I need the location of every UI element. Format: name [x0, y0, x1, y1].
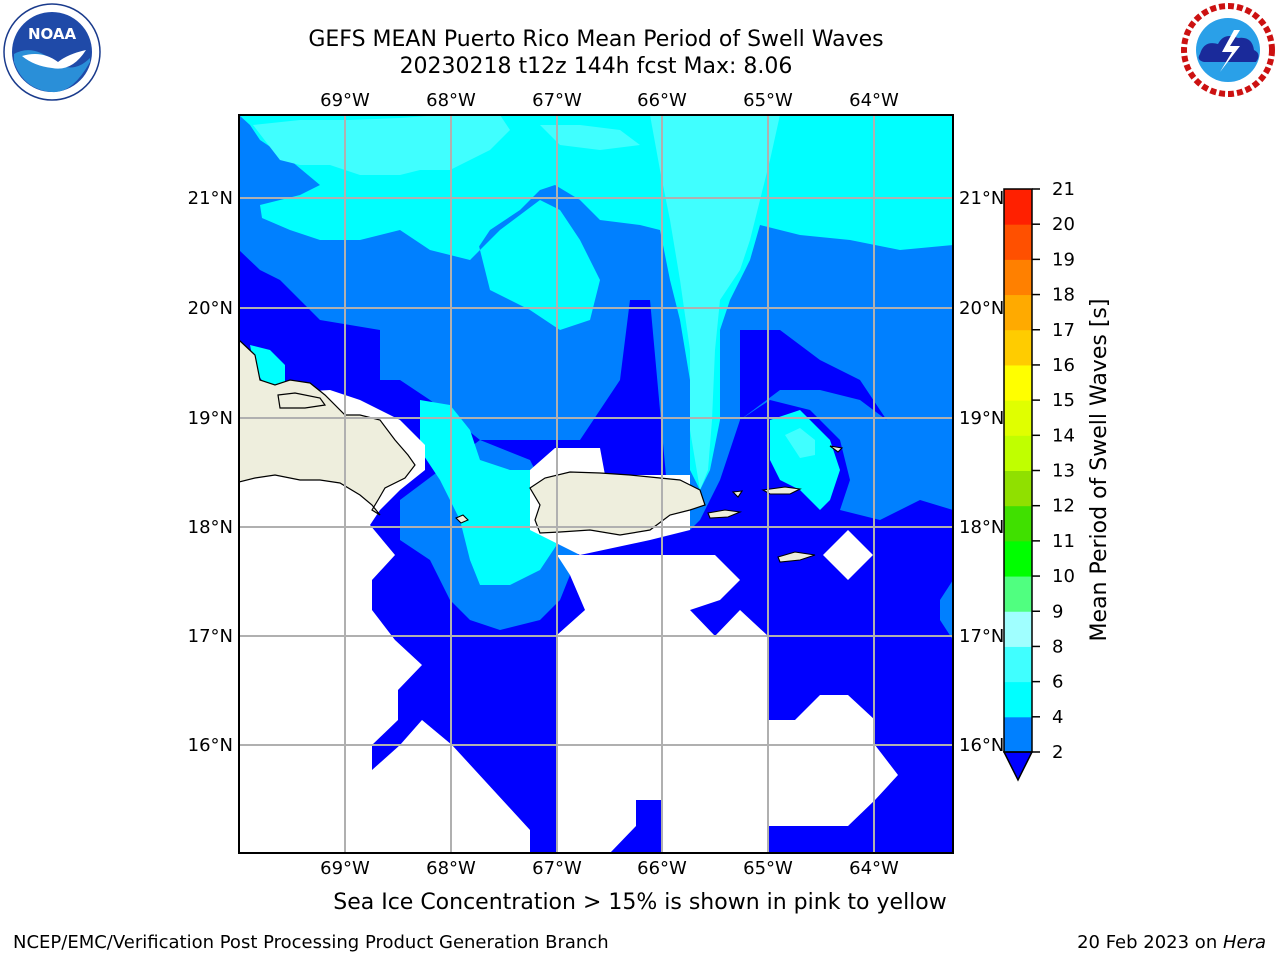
colorbar-tick-label: 9 — [1052, 601, 1063, 622]
contour-4-6-band — [239, 115, 953, 490]
colorbar-segment — [1004, 470, 1032, 507]
colorbar-extend-arrow — [1002, 751, 1034, 782]
lat-label-left: 18°N — [188, 517, 233, 538]
colorbar-segment — [1004, 576, 1032, 612]
hispaniola-north-peninsula — [277, 392, 327, 409]
chart-title: GEFS MEAN Puerto Rico Mean Period of Swe… — [308, 27, 884, 52]
vieques-island — [707, 509, 743, 519]
st-croix-island — [777, 551, 816, 563]
contour-4-6-mona — [420, 400, 560, 585]
colorbar-segment — [1004, 189, 1032, 225]
colorbar-tick-label: 16 — [1052, 355, 1075, 376]
colorbar-segment — [1004, 364, 1032, 401]
footer-date-text: 20 Feb 2023 on — [1077, 932, 1223, 953]
swell-period-contours — [239, 115, 953, 853]
lon-label-top: 64°W — [849, 90, 899, 111]
lat-label-right: 16°N — [959, 735, 1004, 756]
colorbar-segment — [1004, 505, 1032, 542]
lon-label-bottom: 67°W — [532, 858, 582, 879]
colorbar-segment — [1004, 259, 1032, 296]
footer-credit: NCEP/EMC/Verification Post Processing Pr… — [13, 932, 609, 953]
nodata-mona-right — [690, 555, 740, 610]
colorbar-tick-label: 20 — [1052, 214, 1075, 235]
colorbar-segment — [1004, 224, 1032, 260]
colorbar-tick-label: 21 — [1052, 179, 1075, 200]
map-grid — [239, 115, 953, 853]
lat-label-left: 19°N — [188, 408, 233, 429]
colorbar-segment — [1004, 716, 1032, 753]
lon-label-bottom: 66°W — [637, 858, 687, 879]
colorbar-segment — [1004, 540, 1032, 577]
lon-labels-top: 69°W 68°W 67°W 66°W 65°W 64°W — [320, 90, 899, 111]
colorbar-label: Mean Period of Swell Waves [s] — [1087, 299, 1112, 642]
footer-host: Hera — [1222, 932, 1266, 953]
colorbar-tick-label: 18 — [1052, 285, 1075, 306]
colorbar-segment — [1004, 329, 1032, 366]
lat-labels-left: 21°N 20°N 19°N 18°N 17°N 16°N — [188, 188, 233, 756]
lon-label-top: 65°W — [743, 90, 793, 111]
lon-label-top: 66°W — [637, 90, 687, 111]
hispaniola-land — [239, 339, 416, 516]
contour-6-8-plume — [650, 115, 780, 490]
colorbar-segment — [1004, 646, 1032, 683]
lat-labels-right: 21°N 20°N 19°N 18°N 17°N 16°N — [959, 188, 1004, 756]
colorbar-segment — [1004, 294, 1032, 331]
svg-text:NOAA: NOAA — [28, 25, 77, 43]
lon-labels-bottom: 69°W 68°W 67°W 66°W 65°W 64°W — [320, 858, 899, 879]
lon-label-top: 68°W — [426, 90, 476, 111]
nodata-south-channel — [557, 555, 898, 853]
lat-label-left: 21°N — [188, 188, 233, 209]
colorbar-tick-label: 10 — [1052, 566, 1075, 587]
lon-label-bottom: 64°W — [849, 858, 899, 879]
anegada-island — [829, 445, 844, 453]
colorbar-tick-label: 15 — [1052, 390, 1075, 411]
lat-label-right: 17°N — [959, 626, 1004, 647]
colorbar-segment — [1004, 435, 1032, 471]
colorbar-segment — [1004, 611, 1032, 647]
lon-label-top: 69°W — [320, 90, 370, 111]
colorbar-tick-label: 11 — [1052, 531, 1075, 552]
contour-6-8-north — [540, 125, 640, 150]
nodata-east-diamond — [823, 530, 873, 580]
lat-label-right: 20°N — [959, 298, 1004, 319]
culebra-island — [731, 490, 744, 498]
lat-label-right: 18°N — [959, 517, 1004, 538]
mona-island — [455, 514, 469, 524]
lon-label-bottom: 69°W — [320, 858, 370, 879]
contour-2-4-se — [940, 580, 953, 640]
contour-6-8-east — [785, 428, 815, 458]
contour-6-8-band — [253, 115, 510, 175]
lat-label-left: 17°N — [188, 626, 233, 647]
lon-label-bottom: 65°W — [743, 858, 793, 879]
lon-label-bottom: 68°W — [426, 858, 476, 879]
noaa-logo: NOAA — [3, 3, 101, 101]
map-frame — [238, 114, 954, 854]
colorbar-tick-label: 13 — [1052, 461, 1075, 482]
nodata-southwest — [239, 525, 530, 853]
colorbar-tick-label: 19 — [1052, 249, 1075, 270]
sea-ice-note: Sea Ice Concentration > 15% is shown in … — [333, 890, 947, 915]
lat-label-right: 21°N — [959, 188, 1004, 209]
colorbar-tick-label: 14 — [1052, 425, 1075, 446]
nws-logo — [1181, 3, 1275, 97]
lat-label-right: 19°N — [959, 408, 1004, 429]
lat-label-left: 16°N — [188, 735, 233, 756]
colorbar-segment — [1004, 681, 1032, 718]
colorbar-ticks: 2 4 6 8 9 10 11 12 13 14 15 16 17 18 19 20 21 — [1032, 179, 1075, 763]
colorbar-tick-label: 12 — [1052, 496, 1075, 517]
lon-label-top: 67°W — [532, 90, 582, 111]
colorbar-tick-label: 4 — [1052, 707, 1063, 728]
contour-2-4-east — [740, 390, 953, 520]
colorbar-tick-label: 6 — [1052, 672, 1063, 693]
colorbar-tick-label: 8 — [1052, 636, 1063, 657]
colorbar-segments — [1004, 189, 1032, 753]
footer-date: 20 Feb 2023 on Hera — [1077, 932, 1266, 953]
chart-subtitle: 20230218 t12z 144h fcst Max: 8.06 — [399, 54, 793, 79]
colorbar-segment — [1004, 400, 1032, 436]
colorbar-tick-label: 2 — [1052, 742, 1063, 763]
colorbar: 2 4 6 8 9 10 11 12 13 14 15 16 17 18 19 20 21 Mean Perio… — [1002, 179, 1112, 782]
lat-label-left: 20°N — [188, 298, 233, 319]
colorbar-tick-label: 17 — [1052, 320, 1075, 341]
